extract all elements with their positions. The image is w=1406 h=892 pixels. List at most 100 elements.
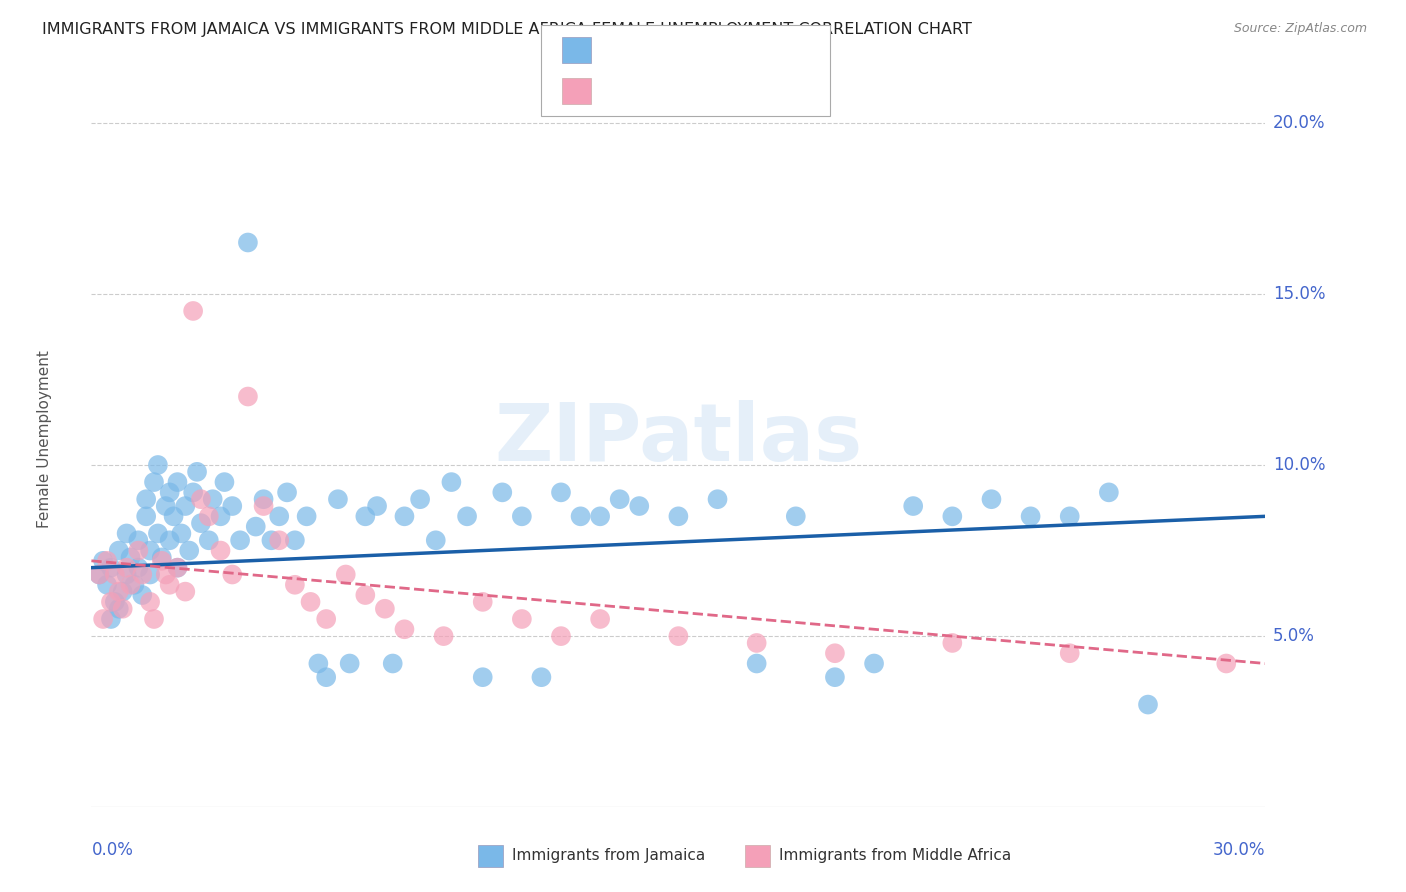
Point bbox=[131, 567, 153, 582]
Point bbox=[201, 492, 224, 507]
Point bbox=[295, 509, 318, 524]
Point bbox=[456, 509, 478, 524]
Point bbox=[269, 533, 291, 548]
Point bbox=[901, 499, 924, 513]
Point bbox=[124, 578, 146, 592]
Point bbox=[174, 499, 197, 513]
Point bbox=[166, 560, 188, 574]
Point bbox=[550, 485, 572, 500]
Point bbox=[530, 670, 553, 684]
Point bbox=[394, 622, 416, 636]
Point bbox=[785, 509, 807, 524]
Point bbox=[381, 657, 404, 671]
Text: R = -0.136   N = 44: R = -0.136 N = 44 bbox=[602, 82, 793, 100]
Point bbox=[221, 567, 243, 582]
Point bbox=[941, 636, 963, 650]
Text: IMMIGRANTS FROM JAMAICA VS IMMIGRANTS FROM MIDDLE AFRICA FEMALE UNEMPLOYMENT COR: IMMIGRANTS FROM JAMAICA VS IMMIGRANTS FR… bbox=[42, 22, 972, 37]
Point bbox=[91, 612, 114, 626]
Point bbox=[745, 657, 768, 671]
Point bbox=[666, 629, 689, 643]
Point bbox=[229, 533, 252, 548]
Point bbox=[139, 543, 162, 558]
Point bbox=[269, 509, 291, 524]
Point bbox=[315, 670, 337, 684]
Point bbox=[510, 612, 533, 626]
Point bbox=[146, 526, 169, 541]
Point bbox=[104, 567, 127, 582]
Point bbox=[155, 499, 177, 513]
Point bbox=[307, 657, 329, 671]
Point bbox=[1098, 485, 1121, 500]
Point bbox=[260, 533, 283, 548]
Point bbox=[941, 509, 963, 524]
Text: ZIPatlas: ZIPatlas bbox=[495, 401, 862, 478]
Point bbox=[143, 612, 166, 626]
Point bbox=[980, 492, 1002, 507]
Point bbox=[440, 475, 463, 489]
Point bbox=[143, 475, 166, 489]
Point bbox=[170, 526, 193, 541]
Point bbox=[181, 304, 204, 318]
Text: 0.0%: 0.0% bbox=[91, 841, 134, 860]
Text: 30.0%: 30.0% bbox=[1213, 841, 1265, 860]
Point bbox=[745, 636, 768, 650]
Point bbox=[432, 629, 454, 643]
Point bbox=[91, 554, 114, 568]
Point bbox=[824, 670, 846, 684]
Point bbox=[335, 567, 357, 582]
Point bbox=[354, 509, 377, 524]
Point bbox=[174, 584, 197, 599]
Point bbox=[104, 595, 127, 609]
Point bbox=[89, 567, 111, 582]
Point bbox=[1059, 646, 1081, 660]
Point bbox=[252, 499, 274, 513]
Point bbox=[214, 475, 236, 489]
Point bbox=[209, 543, 232, 558]
Point bbox=[181, 485, 204, 500]
Point bbox=[394, 509, 416, 524]
Point bbox=[186, 465, 208, 479]
Point bbox=[111, 601, 134, 615]
Point bbox=[863, 657, 886, 671]
Point bbox=[706, 492, 728, 507]
Point bbox=[589, 612, 612, 626]
Point bbox=[510, 509, 533, 524]
Point bbox=[89, 567, 111, 582]
Point bbox=[209, 509, 232, 524]
Point bbox=[139, 595, 162, 609]
Point bbox=[491, 485, 513, 500]
Text: 5.0%: 5.0% bbox=[1274, 627, 1315, 645]
Point bbox=[1059, 509, 1081, 524]
Point bbox=[197, 533, 219, 548]
Point bbox=[159, 533, 181, 548]
Point bbox=[339, 657, 361, 671]
Text: R =  0.142   N = 84: R = 0.142 N = 84 bbox=[602, 41, 793, 59]
Point bbox=[135, 492, 157, 507]
Point bbox=[315, 612, 337, 626]
Point bbox=[96, 578, 118, 592]
Text: 20.0%: 20.0% bbox=[1274, 113, 1326, 132]
Point bbox=[252, 492, 274, 507]
Point bbox=[354, 588, 377, 602]
Point bbox=[111, 584, 134, 599]
Point bbox=[115, 567, 138, 582]
Point bbox=[236, 235, 259, 250]
Point bbox=[159, 578, 181, 592]
Point bbox=[115, 560, 138, 574]
Point bbox=[139, 567, 162, 582]
Point bbox=[100, 612, 122, 626]
Point bbox=[366, 499, 388, 513]
Point bbox=[115, 526, 138, 541]
Point bbox=[107, 584, 129, 599]
Point bbox=[374, 601, 396, 615]
Point bbox=[131, 588, 153, 602]
Point bbox=[155, 567, 177, 582]
Point bbox=[135, 509, 157, 524]
Point bbox=[96, 554, 118, 568]
Point bbox=[824, 646, 846, 660]
Text: Immigrants from Middle Africa: Immigrants from Middle Africa bbox=[779, 848, 1011, 863]
Point bbox=[190, 516, 212, 531]
Point bbox=[409, 492, 432, 507]
Point bbox=[190, 492, 212, 507]
Point bbox=[166, 560, 188, 574]
